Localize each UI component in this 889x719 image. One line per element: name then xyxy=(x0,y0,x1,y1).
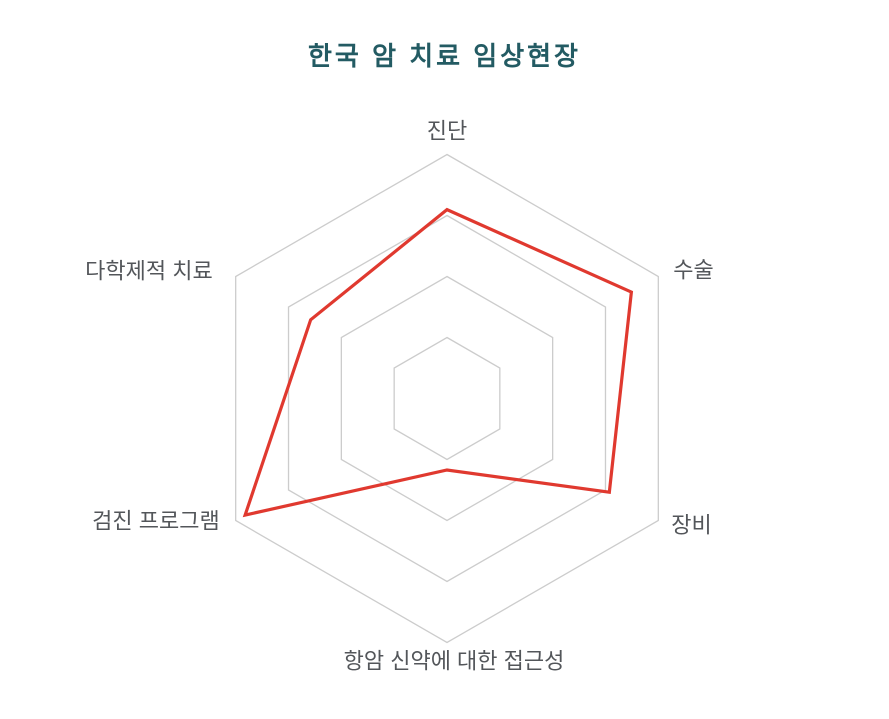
svg-text:다학제적 치료: 다학제적 치료 xyxy=(85,259,213,284)
svg-text:장비: 장비 xyxy=(671,513,711,538)
svg-text:진단: 진단 xyxy=(427,119,467,144)
svg-text:검진 프로그램: 검진 프로그램 xyxy=(92,509,220,534)
svg-text:항암 신약에 대한 접근성: 항암 신약에 대한 접근성 xyxy=(344,649,565,674)
svg-text:수술: 수술 xyxy=(673,258,713,283)
